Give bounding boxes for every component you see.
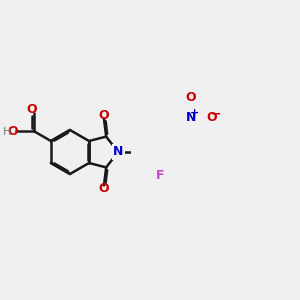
- Text: O: O: [206, 111, 217, 124]
- Text: O: O: [7, 125, 18, 138]
- Text: −: −: [211, 107, 221, 120]
- Text: O: O: [99, 109, 109, 122]
- Text: O: O: [26, 103, 37, 116]
- Text: O: O: [99, 182, 109, 195]
- Text: N: N: [185, 111, 196, 124]
- Text: O: O: [185, 91, 196, 103]
- Text: N: N: [113, 146, 123, 158]
- Text: +: +: [190, 108, 199, 118]
- Text: F: F: [155, 169, 164, 182]
- Text: H: H: [3, 127, 11, 137]
